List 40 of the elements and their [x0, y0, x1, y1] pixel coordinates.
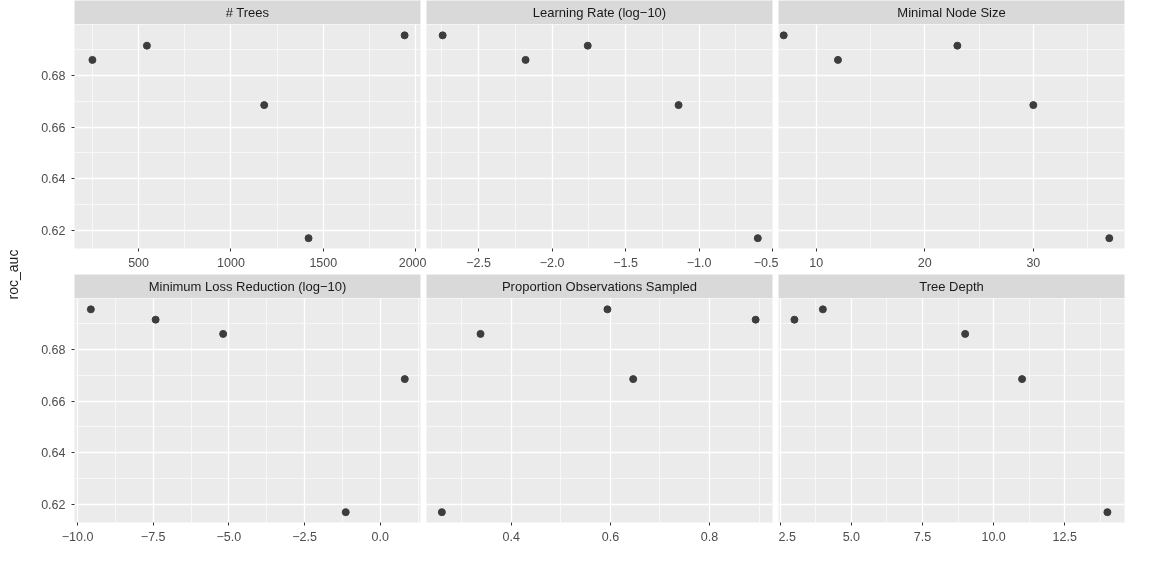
x-tick-label: 0.6: [601, 529, 620, 544]
y-tick-label: 0.64: [41, 172, 66, 187]
x-tick-label: −10.0: [61, 529, 94, 544]
x-tick-label: 1500: [309, 255, 338, 270]
x-tick-label: −0.5: [753, 255, 779, 270]
x-tick-label: −1.5: [613, 255, 638, 270]
x-tick-label: 12.5: [1052, 529, 1077, 544]
chart-title: Tree Depth: [919, 279, 984, 294]
x-tick-label: 0.0: [371, 529, 389, 544]
chart-title: Proportion Observations Sampled: [501, 279, 698, 294]
x-tick-label: 30: [1026, 255, 1041, 270]
x-tick-label: 500: [128, 255, 150, 270]
x-tick-label: 20: [917, 255, 932, 270]
y-axis-title: roc_auc: [4, 249, 21, 300]
x-tick-label: −2.0: [539, 255, 565, 270]
x-tick-label: 2000: [398, 255, 427, 270]
x-tick-label: 0.8: [700, 529, 719, 544]
x-tick-label: −2.5: [466, 255, 491, 270]
x-tick-label: −2.5: [292, 529, 317, 544]
x-tick-label: 7.5: [913, 529, 932, 544]
x-tick-label: 10: [809, 255, 824, 270]
x-tick-label: 1000: [217, 255, 245, 270]
chart-title: Learning Rate (log−10): [532, 5, 667, 20]
x-tick-label: 5.0: [842, 529, 861, 544]
x-tick-label: 10.0: [981, 529, 1006, 544]
chart-title: Minimal Node Size: [897, 5, 1006, 20]
x-tick-label: −5.0: [216, 529, 242, 544]
x-tick-label: 0.4: [502, 529, 520, 544]
y-tick-label: 0.64: [41, 446, 66, 461]
y-tick-label: 0.66: [41, 394, 66, 409]
y-tick-label: 0.62: [41, 497, 66, 512]
x-tick-label: 2.5: [778, 529, 796, 544]
y-tick-label: 0.68: [41, 342, 66, 357]
y-tick-label: 0.62: [41, 223, 66, 238]
x-tick-label: −1.0: [686, 255, 712, 270]
chart-title: # Trees: [225, 5, 270, 20]
y-tick-label: 0.68: [41, 68, 66, 83]
chart-title: Minimum Loss Reduction (log−10): [148, 279, 347, 294]
y-tick-label: 0.66: [41, 120, 66, 135]
x-tick-label: −7.5: [140, 529, 166, 544]
